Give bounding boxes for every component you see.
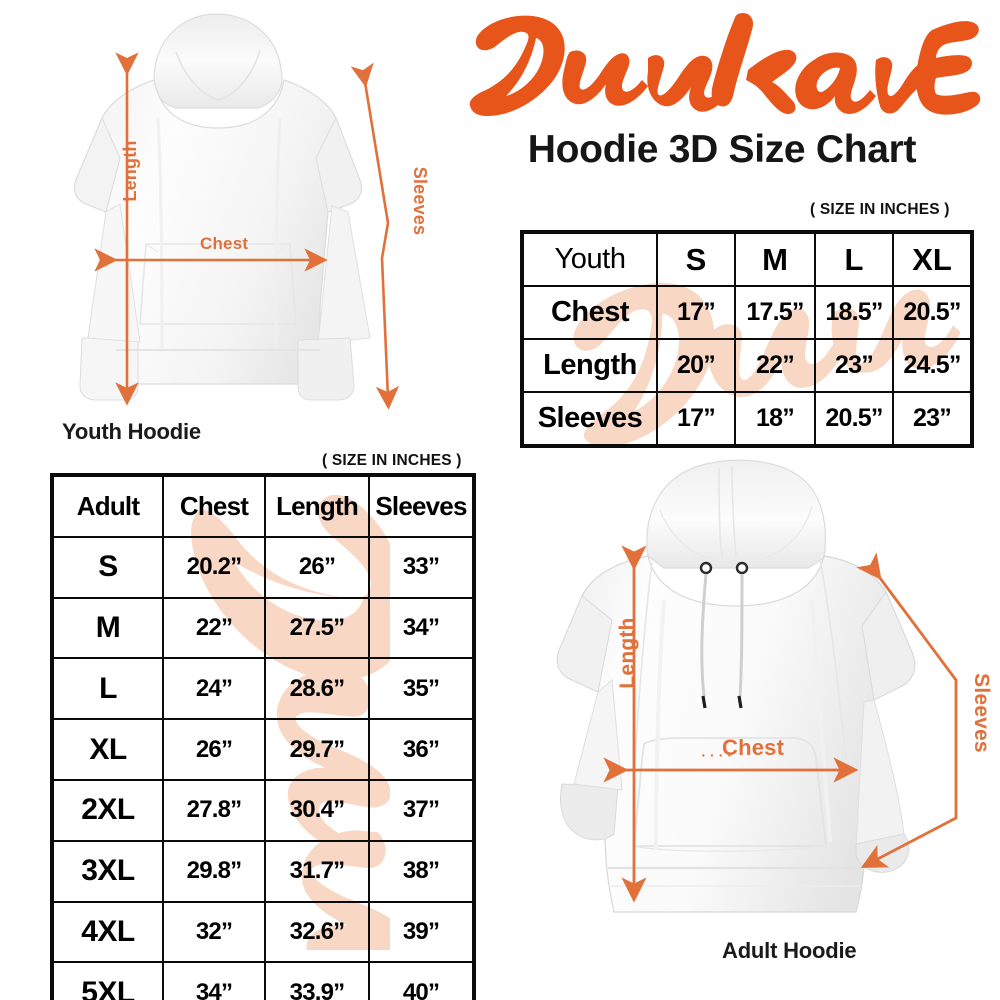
youth-chest-label: Chest [200, 234, 249, 253]
youth-table-corner-label: Youth [522, 232, 658, 287]
table-row: Sleeves 17” 18” 20.5” 23” [522, 391, 972, 446]
table-row: 3XL 29.8” 31.7” 38” [52, 839, 474, 903]
adult-length-xl: 29.7” [264, 718, 370, 781]
table-row: Chest 17” 17.5” 18.5” 20.5” [522, 285, 972, 340]
page-title: Hoodie 3D Size Chart [527, 128, 917, 171]
youth-length-l: 23” [814, 338, 894, 393]
adult-length-m: 27.5” [264, 596, 370, 660]
adult-sleeves-4xl: 39” [368, 900, 474, 964]
adult-size-s: S [52, 535, 164, 599]
adult-size-xl: XL [52, 718, 164, 781]
adult-sleeves-xl: 36” [368, 718, 474, 781]
youth-chest-s: 17” [656, 285, 736, 340]
youth-row-chest-label: Chest [522, 285, 658, 340]
adult-col-sleeves: Sleeves [368, 475, 474, 538]
adult-length-3xl: 31.7” [264, 839, 370, 903]
adult-sleeves-5xl: 40” [368, 961, 474, 1000]
adult-col-length: Length [264, 475, 370, 538]
adult-hoodie-caption: Adult Hoodie [722, 938, 857, 963]
adult-size-5xl: 5XL [52, 961, 164, 1000]
youth-size-unit-note: ( SIZE IN INCHES ) [810, 201, 950, 218]
adult-size-4xl: 4XL [52, 900, 164, 964]
youth-length-s: 20” [656, 338, 736, 393]
adult-chest-xl: 26” [162, 718, 266, 781]
table-row: M 22” 27.5” 34” [52, 596, 474, 660]
youth-measurement-arrows [94, 52, 400, 410]
youth-length-xl: 24.5” [892, 338, 972, 393]
adult-sleeves-l: 35” [368, 657, 474, 721]
youth-row-sleeves-label: Sleeves [522, 391, 658, 446]
youth-hoodie-illustration [58, 8, 460, 418]
adult-chest-4xl: 32” [162, 900, 266, 964]
adult-col-chest: Chest [162, 475, 266, 538]
table-row: 4XL 32” 32.6” 39” [52, 900, 474, 964]
adult-chest-m: 22” [162, 596, 266, 660]
adult-size-2xl: 2XL [52, 778, 164, 842]
adult-chest-3xl: 29.8” [162, 839, 266, 903]
adult-measurement-arrows [603, 545, 958, 903]
dunkare-logo [462, 8, 982, 128]
adult-sleeves-s: 33” [368, 535, 474, 599]
youth-sleeves-xl: 23” [892, 391, 972, 446]
youth-sleeves-m: 18” [734, 391, 816, 446]
adult-size-3xl: 3XL [52, 839, 164, 903]
youth-col-xl: XL [892, 232, 972, 287]
table-row: S 20.2” 26” 33” [52, 535, 474, 599]
youth-chest-m: 17.5” [734, 285, 816, 340]
adult-sleeves-label: Sleeves [970, 673, 993, 753]
adult-length-label: Length [616, 617, 639, 689]
table-row: Youth S M L XL [522, 232, 972, 287]
youth-col-m: M [734, 232, 816, 287]
adult-sleeves-3xl: 38” [368, 839, 474, 903]
youth-hoodie-caption: Youth Hoodie [62, 419, 201, 444]
adult-size-unit-note: ( SIZE IN INCHES ) [322, 452, 462, 469]
adult-chest-label: Chest [722, 735, 785, 760]
table-row: Length 20” 22” 23” 24.5” [522, 338, 972, 393]
adult-chest-leader-dots: ···· [700, 744, 735, 766]
adult-chest-l: 24” [162, 657, 266, 721]
youth-length-label: Length [120, 140, 140, 202]
table-row: Adult Chest Length Sleeves [52, 475, 474, 538]
adult-length-5xl: 33.9” [264, 961, 370, 1000]
adult-length-l: 28.6” [264, 657, 370, 721]
adult-chest-5xl: 34” [162, 961, 266, 1000]
youth-chest-xl: 20.5” [892, 285, 972, 340]
youth-length-m: 22” [734, 338, 816, 393]
youth-size-table: Youth S M L XL Chest 17” 17.5” 18.5” 20.… [520, 230, 974, 448]
adult-chest-2xl: 27.8” [162, 778, 266, 842]
youth-sleeves-label: Sleeves [410, 166, 430, 236]
adult-length-s: 26” [264, 535, 370, 599]
youth-col-l: L [814, 232, 894, 287]
adult-length-2xl: 30.4” [264, 778, 370, 842]
youth-sleeves-s: 17” [656, 391, 736, 446]
youth-sleeves-l: 20.5” [814, 391, 894, 446]
table-row: 2XL 27.8” 30.4” 37” [52, 778, 474, 842]
adult-table-corner-label: Adult [52, 475, 164, 538]
adult-length-4xl: 32.6” [264, 900, 370, 964]
adult-sleeves-m: 34” [368, 596, 474, 660]
table-row: 5XL 34” 33.9” 40” [52, 961, 474, 1000]
adult-chest-s: 20.2” [162, 535, 266, 599]
table-row: XL 26” 29.7” 36” [52, 718, 474, 781]
youth-chest-l: 18.5” [814, 285, 894, 340]
table-row: L 24” 28.6” 35” [52, 657, 474, 721]
adult-size-l: L [52, 657, 164, 721]
adult-sleeves-2xl: 37” [368, 778, 474, 842]
adult-size-m: M [52, 596, 164, 660]
youth-row-length-label: Length [522, 338, 658, 393]
adult-size-table: Adult Chest Length Sleeves S 20.2” 26” 3… [50, 472, 476, 1000]
youth-col-s: S [656, 232, 736, 287]
